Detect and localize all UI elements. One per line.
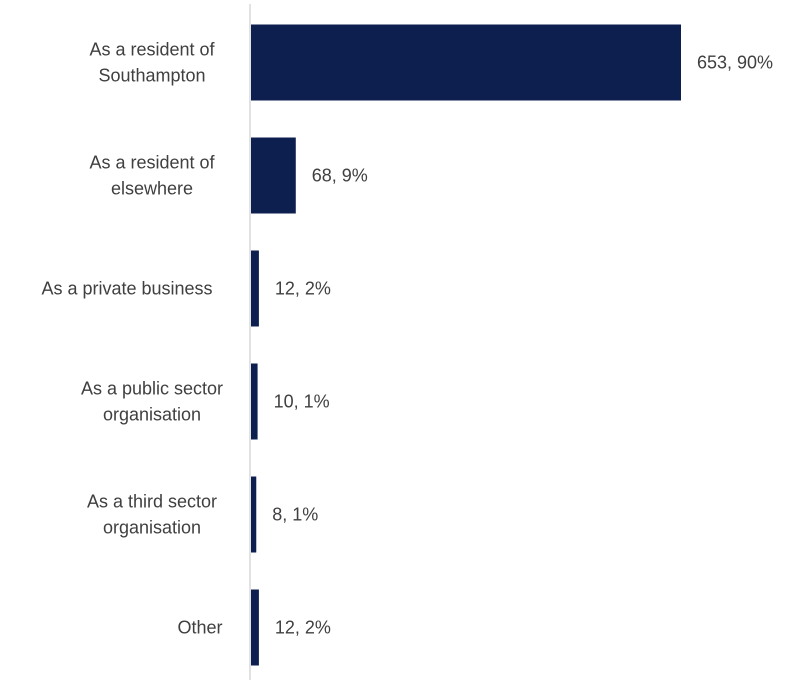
category-label-2: As a private business: [41, 279, 212, 299]
bar-1: [251, 137, 296, 214]
bar-2: [251, 250, 259, 327]
data-label-1: 68, 9%: [312, 166, 368, 186]
category-label-5: Other: [177, 618, 222, 638]
bar-3: [251, 363, 258, 440]
bar-0: [251, 24, 681, 101]
data-label-2: 12, 2%: [275, 279, 331, 299]
category-label-3: As a public sector organisation: [81, 379, 223, 425]
data-label-0: 653, 90%: [697, 53, 773, 73]
data-label-5: 12, 2%: [275, 618, 331, 638]
data-label-3: 10, 1%: [274, 392, 330, 412]
data-labels-layer: 653, 90% 68, 9% 12, 2% 10, 1% 8, 1% 12, 2%: [272, 53, 773, 638]
category-labels-layer: As a resident of Southampton As a resident…: [41, 40, 223, 638]
bar-5: [251, 589, 259, 666]
bar-4: [251, 476, 257, 553]
data-label-4: 8, 1%: [272, 505, 318, 525]
category-label-0: As a resident of Southampton: [89, 40, 215, 86]
category-label-1: As a resident of elsewhere: [89, 153, 215, 199]
bars-layer: [251, 24, 681, 666]
category-label-4: As a third sector organisation: [87, 492, 217, 538]
